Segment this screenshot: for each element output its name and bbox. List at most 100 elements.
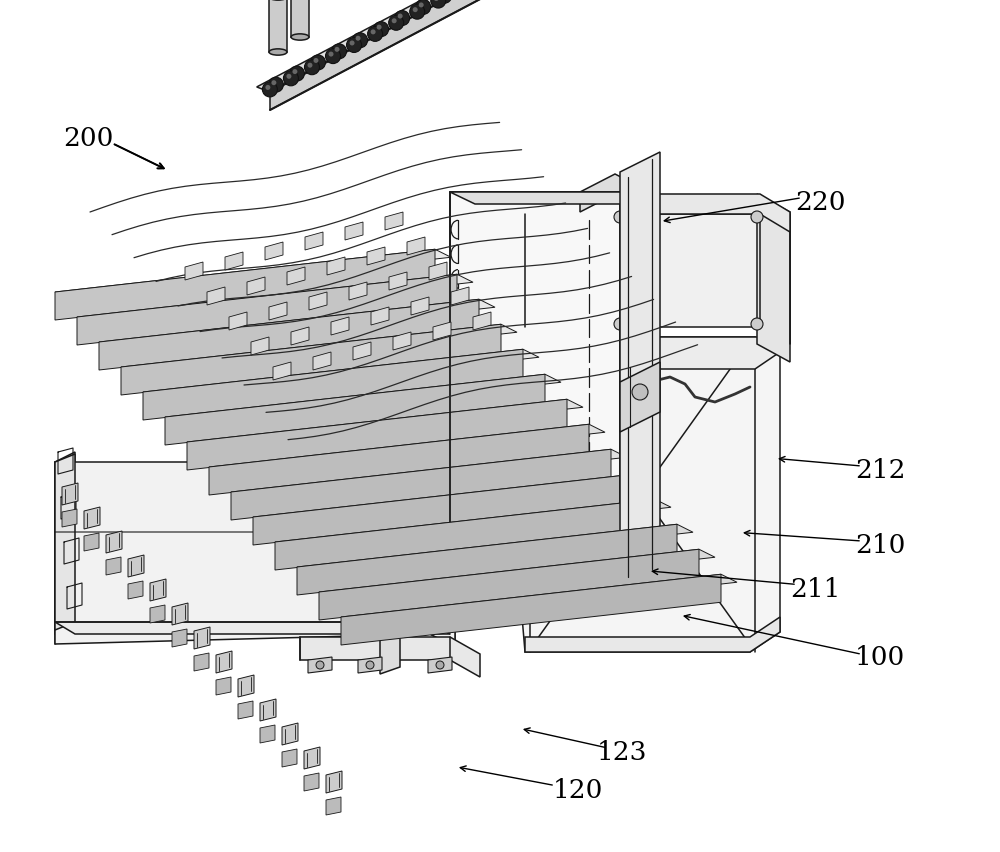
Polygon shape — [150, 605, 165, 623]
Polygon shape — [450, 192, 645, 204]
Polygon shape — [353, 342, 371, 360]
Circle shape — [335, 47, 340, 52]
Polygon shape — [371, 307, 389, 325]
Polygon shape — [428, 657, 452, 673]
Polygon shape — [99, 299, 495, 350]
Circle shape — [614, 318, 626, 330]
Circle shape — [289, 66, 304, 81]
Polygon shape — [172, 629, 187, 647]
Polygon shape — [269, 0, 287, 52]
Circle shape — [437, 0, 452, 3]
Polygon shape — [358, 657, 382, 673]
Polygon shape — [326, 771, 342, 793]
Circle shape — [350, 41, 355, 45]
Polygon shape — [84, 533, 99, 551]
Polygon shape — [106, 557, 121, 575]
Circle shape — [398, 14, 403, 19]
Polygon shape — [309, 292, 327, 310]
Polygon shape — [257, 0, 544, 92]
Text: 200: 200 — [63, 125, 113, 151]
Polygon shape — [194, 627, 210, 649]
Polygon shape — [187, 400, 567, 470]
Circle shape — [392, 18, 397, 23]
Polygon shape — [106, 531, 122, 553]
Polygon shape — [291, 0, 309, 37]
Circle shape — [751, 318, 763, 330]
Polygon shape — [165, 374, 561, 425]
Polygon shape — [389, 272, 407, 290]
Polygon shape — [209, 424, 605, 475]
Polygon shape — [300, 637, 480, 677]
Circle shape — [366, 661, 374, 669]
Polygon shape — [367, 247, 385, 265]
Polygon shape — [451, 287, 469, 305]
Polygon shape — [393, 332, 411, 350]
Circle shape — [265, 85, 270, 90]
Circle shape — [389, 15, 404, 31]
Circle shape — [326, 49, 341, 64]
Polygon shape — [216, 677, 231, 695]
Circle shape — [632, 384, 648, 400]
Polygon shape — [55, 622, 450, 634]
Polygon shape — [143, 349, 539, 400]
Polygon shape — [308, 657, 332, 673]
Polygon shape — [238, 701, 253, 719]
Polygon shape — [326, 797, 341, 815]
Circle shape — [410, 4, 425, 19]
Polygon shape — [238, 675, 254, 697]
Polygon shape — [55, 462, 455, 647]
Polygon shape — [253, 475, 649, 525]
Polygon shape — [55, 452, 75, 644]
Polygon shape — [331, 317, 349, 335]
Polygon shape — [207, 287, 225, 305]
Polygon shape — [247, 277, 265, 295]
Polygon shape — [270, 0, 544, 110]
Polygon shape — [291, 327, 309, 345]
Polygon shape — [490, 214, 790, 347]
Polygon shape — [297, 524, 693, 575]
Circle shape — [395, 10, 410, 26]
Circle shape — [310, 55, 325, 70]
Polygon shape — [341, 574, 721, 645]
Polygon shape — [77, 274, 457, 345]
Text: 100: 100 — [855, 645, 905, 671]
Circle shape — [347, 37, 362, 53]
Polygon shape — [62, 509, 77, 527]
Polygon shape — [327, 257, 345, 275]
Polygon shape — [172, 603, 188, 625]
Polygon shape — [313, 352, 331, 370]
Polygon shape — [380, 630, 400, 674]
Polygon shape — [194, 653, 209, 671]
Polygon shape — [150, 579, 166, 601]
Polygon shape — [411, 297, 429, 315]
Polygon shape — [260, 699, 276, 721]
Circle shape — [286, 74, 291, 78]
Polygon shape — [231, 449, 611, 520]
Polygon shape — [260, 725, 275, 743]
Polygon shape — [62, 483, 78, 505]
Circle shape — [614, 211, 626, 223]
Polygon shape — [55, 612, 455, 647]
Text: 120: 120 — [553, 778, 603, 803]
Polygon shape — [304, 773, 319, 791]
Polygon shape — [165, 374, 545, 445]
Circle shape — [751, 211, 763, 223]
Polygon shape — [305, 232, 323, 250]
Polygon shape — [229, 312, 247, 330]
Circle shape — [316, 661, 324, 669]
Polygon shape — [525, 617, 780, 652]
Circle shape — [416, 0, 431, 14]
Circle shape — [304, 60, 319, 75]
Circle shape — [268, 78, 283, 92]
Ellipse shape — [291, 34, 309, 40]
Polygon shape — [185, 262, 203, 280]
Polygon shape — [345, 222, 363, 240]
Polygon shape — [121, 325, 501, 395]
Circle shape — [329, 52, 334, 56]
Polygon shape — [297, 524, 677, 595]
Polygon shape — [84, 507, 100, 529]
Polygon shape — [55, 454, 75, 630]
Polygon shape — [473, 312, 491, 330]
Circle shape — [332, 43, 347, 59]
Polygon shape — [275, 499, 655, 570]
